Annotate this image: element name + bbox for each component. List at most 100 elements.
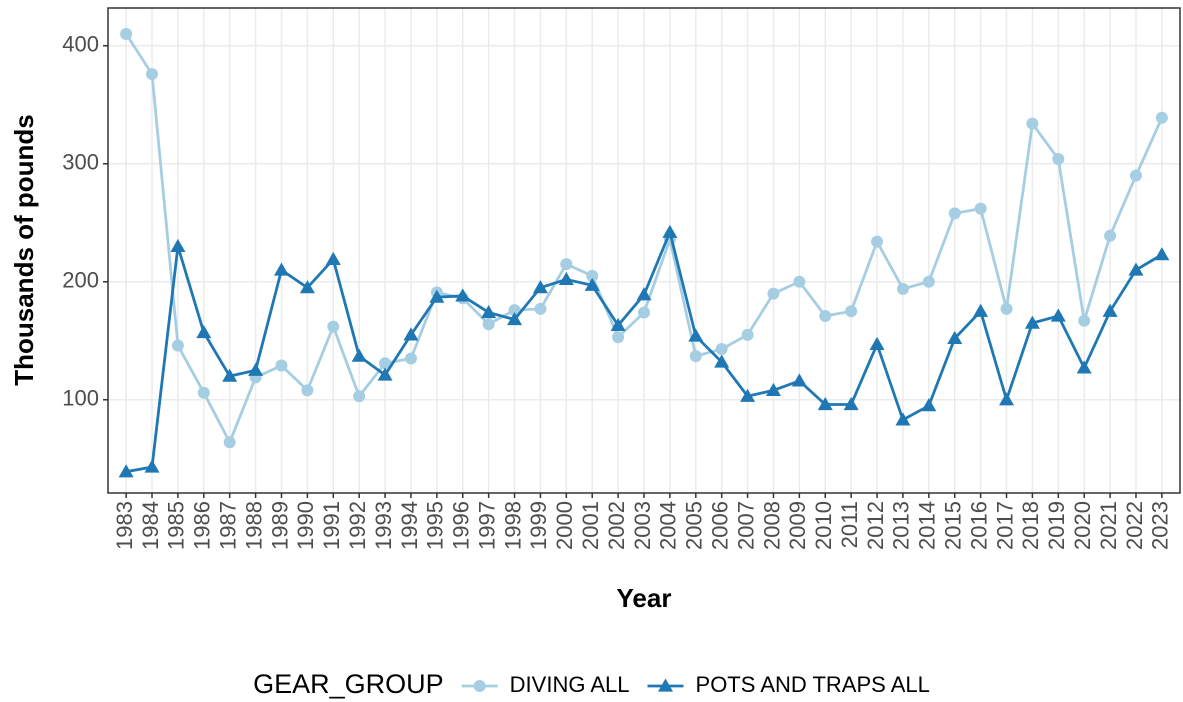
y-tick-label: 400 bbox=[62, 32, 99, 57]
point bbox=[222, 368, 238, 382]
x-tick-label: 2018 bbox=[1018, 501, 1043, 550]
point bbox=[689, 350, 702, 363]
x-tick-label: 2021 bbox=[1096, 501, 1121, 550]
point bbox=[1155, 111, 1168, 124]
point bbox=[144, 459, 160, 473]
legend: GEAR_GROUP DIVING ALL POTS AND TRAPS ALL bbox=[253, 669, 930, 699]
x-tick-label: 1997 bbox=[474, 501, 499, 550]
point bbox=[1128, 262, 1144, 276]
point bbox=[1000, 302, 1013, 315]
x-tick-label: 2008 bbox=[759, 501, 784, 550]
point bbox=[508, 304, 521, 317]
point bbox=[1052, 153, 1065, 166]
point bbox=[714, 354, 730, 368]
x-tick-label: 1999 bbox=[526, 501, 551, 550]
x-tick-label: 1998 bbox=[500, 501, 525, 550]
point bbox=[534, 302, 547, 315]
point bbox=[1024, 315, 1040, 329]
x-tick-label: 1988 bbox=[241, 501, 266, 550]
point bbox=[275, 359, 288, 372]
legend-label: POTS AND TRAPS ALL bbox=[696, 672, 930, 697]
y-tick-label: 100 bbox=[62, 386, 99, 411]
point bbox=[403, 327, 419, 341]
x-tick-label: 2001 bbox=[578, 501, 603, 550]
grid bbox=[108, 8, 1180, 493]
point bbox=[845, 305, 858, 318]
point bbox=[146, 68, 159, 81]
x-tick-label: 2007 bbox=[733, 501, 758, 550]
point bbox=[558, 271, 574, 286]
x-tick-label: 1985 bbox=[164, 501, 189, 550]
legend-key-marker bbox=[658, 678, 674, 692]
point bbox=[1026, 117, 1039, 130]
point bbox=[636, 287, 652, 301]
point bbox=[921, 398, 937, 412]
point bbox=[740, 388, 756, 402]
point bbox=[327, 320, 340, 333]
point bbox=[638, 306, 650, 319]
x-tick-label: 1994 bbox=[397, 501, 422, 550]
point bbox=[895, 412, 911, 426]
point bbox=[765, 382, 781, 396]
point bbox=[973, 303, 989, 317]
point bbox=[1076, 360, 1092, 374]
x-tick-label: 2017 bbox=[992, 501, 1017, 550]
x-tick-label: 2000 bbox=[552, 501, 577, 550]
legend-item: POTS AND TRAPS ALL bbox=[647, 672, 930, 697]
point bbox=[299, 280, 315, 294]
point bbox=[843, 396, 859, 411]
point bbox=[1129, 169, 1142, 182]
point bbox=[871, 235, 884, 248]
x-tick-label: 2012 bbox=[863, 501, 888, 550]
point bbox=[482, 318, 495, 331]
x-tick-label: 2009 bbox=[785, 501, 810, 550]
legend-key-marker bbox=[473, 680, 486, 692]
point bbox=[922, 275, 935, 288]
point bbox=[481, 304, 497, 319]
point bbox=[120, 27, 133, 40]
point bbox=[869, 336, 885, 350]
legend-item: DIVING ALL bbox=[461, 672, 630, 697]
x-tick-label: 1986 bbox=[190, 501, 215, 550]
x-tick-label: 1992 bbox=[345, 501, 370, 550]
point bbox=[351, 348, 367, 362]
point bbox=[196, 325, 212, 339]
point bbox=[455, 288, 471, 302]
point bbox=[404, 352, 417, 365]
point bbox=[377, 367, 393, 381]
legend-title: GEAR_GROUP bbox=[253, 669, 444, 699]
point bbox=[817, 396, 833, 411]
point bbox=[947, 330, 963, 345]
x-tick-label: 2010 bbox=[811, 501, 836, 550]
x-tick-label: 2016 bbox=[966, 501, 991, 550]
y-axis-title: Thousands of pounds bbox=[9, 114, 39, 386]
point bbox=[532, 280, 548, 294]
point bbox=[171, 339, 184, 352]
x-tick-label: 1987 bbox=[216, 501, 241, 550]
point bbox=[819, 309, 832, 322]
x-tick-label: 1989 bbox=[267, 501, 292, 550]
point bbox=[118, 464, 134, 478]
point bbox=[610, 317, 626, 332]
x-tick-label: 2011 bbox=[837, 501, 862, 548]
point bbox=[586, 269, 599, 282]
x-tick-label: 2014 bbox=[915, 501, 940, 550]
point bbox=[325, 251, 341, 265]
point bbox=[896, 282, 909, 295]
point bbox=[273, 262, 289, 276]
x-tick-label: 2022 bbox=[1122, 501, 1147, 550]
x-tick-label: 1983 bbox=[112, 501, 137, 550]
point bbox=[999, 392, 1015, 406]
y-tick-label: 300 bbox=[62, 150, 99, 175]
x-tick-label: 2013 bbox=[889, 501, 914, 550]
x-axis-title: Year bbox=[617, 583, 672, 613]
x-tick-label: 1990 bbox=[293, 501, 318, 550]
point bbox=[688, 328, 704, 342]
y-tick-label: 200 bbox=[62, 268, 99, 293]
point bbox=[741, 328, 754, 341]
point bbox=[1104, 229, 1117, 242]
point bbox=[197, 386, 210, 399]
x-tick-label: 2003 bbox=[630, 501, 655, 550]
x-tick-label: 1993 bbox=[371, 501, 396, 550]
x-tick-label: 2020 bbox=[1070, 501, 1095, 550]
